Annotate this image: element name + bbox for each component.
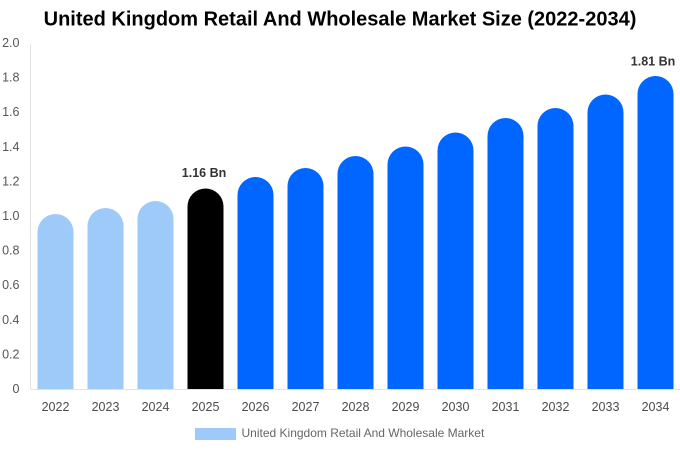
svg-text:0: 0 [13,382,20,396]
svg-text:2022: 2022 [42,400,70,414]
svg-text:2027: 2027 [292,400,320,414]
svg-text:2034: 2034 [642,400,670,414]
svg-text:1.0: 1.0 [2,209,19,223]
svg-text:United Kingdom Retail And Whol: United Kingdom Retail And Wholesale Mark… [242,426,485,440]
svg-text:2030: 2030 [442,400,470,414]
svg-text:1.4: 1.4 [2,140,19,154]
svg-text:2026: 2026 [242,400,270,414]
svg-text:2029: 2029 [392,400,420,414]
svg-text:1.2: 1.2 [2,174,19,188]
svg-text:2028: 2028 [342,400,370,414]
svg-text:2032: 2032 [542,400,570,414]
svg-text:0.2: 0.2 [2,347,19,361]
svg-text:1.81 Bn: 1.81 Bn [631,54,675,68]
svg-text:2.0: 2.0 [2,36,19,50]
svg-text:1.6: 1.6 [2,105,19,119]
svg-text:2024: 2024 [142,400,170,414]
svg-text:2033: 2033 [592,400,620,414]
svg-text:0.4: 0.4 [2,313,19,327]
svg-text:0.8: 0.8 [2,244,19,258]
svg-text:2023: 2023 [92,400,120,414]
svg-text:2031: 2031 [492,400,520,414]
svg-text:0.6: 0.6 [2,278,19,292]
svg-text:1.16 Bn: 1.16 Bn [182,166,226,180]
svg-text:2025: 2025 [192,400,220,414]
svg-text:1.8: 1.8 [2,71,19,85]
svg-text:United Kingdom Retail And Whol: United Kingdom Retail And Wholesale Mark… [44,9,637,31]
